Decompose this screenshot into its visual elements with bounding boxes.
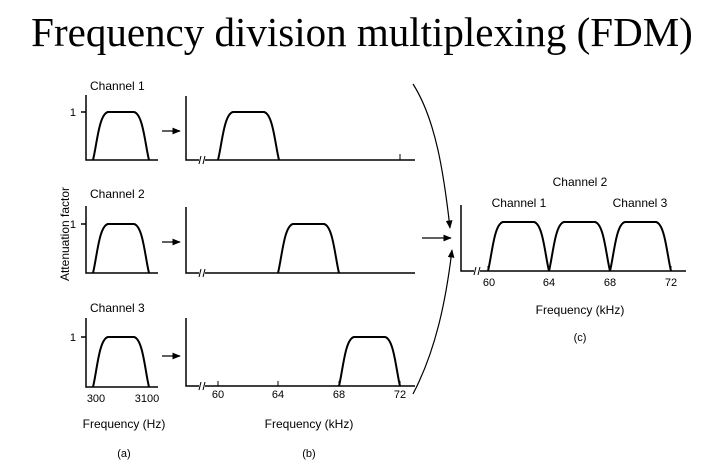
xlabel-a: Frequency (Hz)	[83, 417, 166, 431]
page-title: Frequency division multiplexing (FDM)	[31, 9, 693, 55]
panel-a-row-1	[81, 95, 158, 161]
panel-c	[460, 205, 686, 276]
caption-b: (b)	[302, 448, 315, 460]
channel-1-label-a: Channel 1	[90, 79, 145, 93]
panel-b-row-3	[185, 318, 415, 391]
panel-b	[185, 96, 415, 391]
arrows-b-to-c	[412, 83, 455, 395]
xlabel-b: Frequency (kHz)	[265, 417, 354, 431]
tick-3100: 3100	[135, 393, 159, 405]
caption-c: (c)	[574, 332, 587, 344]
tick-300: 300	[87, 393, 105, 405]
tick-b-72: 72	[394, 389, 406, 401]
tick-b-64: 64	[272, 389, 284, 401]
panel-a	[81, 95, 158, 388]
arrows-a-to-b	[162, 127, 181, 360]
panel-a-row-3	[81, 318, 158, 388]
channel-3-label-c: Channel 3	[613, 196, 668, 210]
caption-a: (a)	[117, 448, 130, 460]
xlabel-c: Frequency (kHz)	[536, 303, 625, 317]
channel-3-label-a: Channel 3	[90, 301, 145, 315]
tick-b-60: 60	[212, 389, 224, 401]
panel-a-row-2	[81, 206, 158, 274]
one-tick-a2: 1	[70, 219, 76, 231]
tick-c-60: 60	[483, 277, 495, 289]
one-tick-a3: 1	[70, 332, 76, 344]
channel-1-label-c: Channel 1	[492, 196, 547, 210]
panel-b-row-1	[185, 96, 415, 165]
tick-b-68: 68	[333, 389, 345, 401]
panel-b-row-2	[185, 207, 415, 278]
y-axis-label: Attenuation factor	[58, 187, 72, 281]
one-tick-a1: 1	[70, 107, 76, 119]
tick-c-72: 72	[665, 277, 677, 289]
tick-c-68: 68	[604, 277, 616, 289]
channel-2-label-a: Channel 2	[90, 187, 145, 201]
channel-2-label-c: Channel 2	[553, 175, 608, 189]
tick-c-64: 64	[543, 277, 555, 289]
